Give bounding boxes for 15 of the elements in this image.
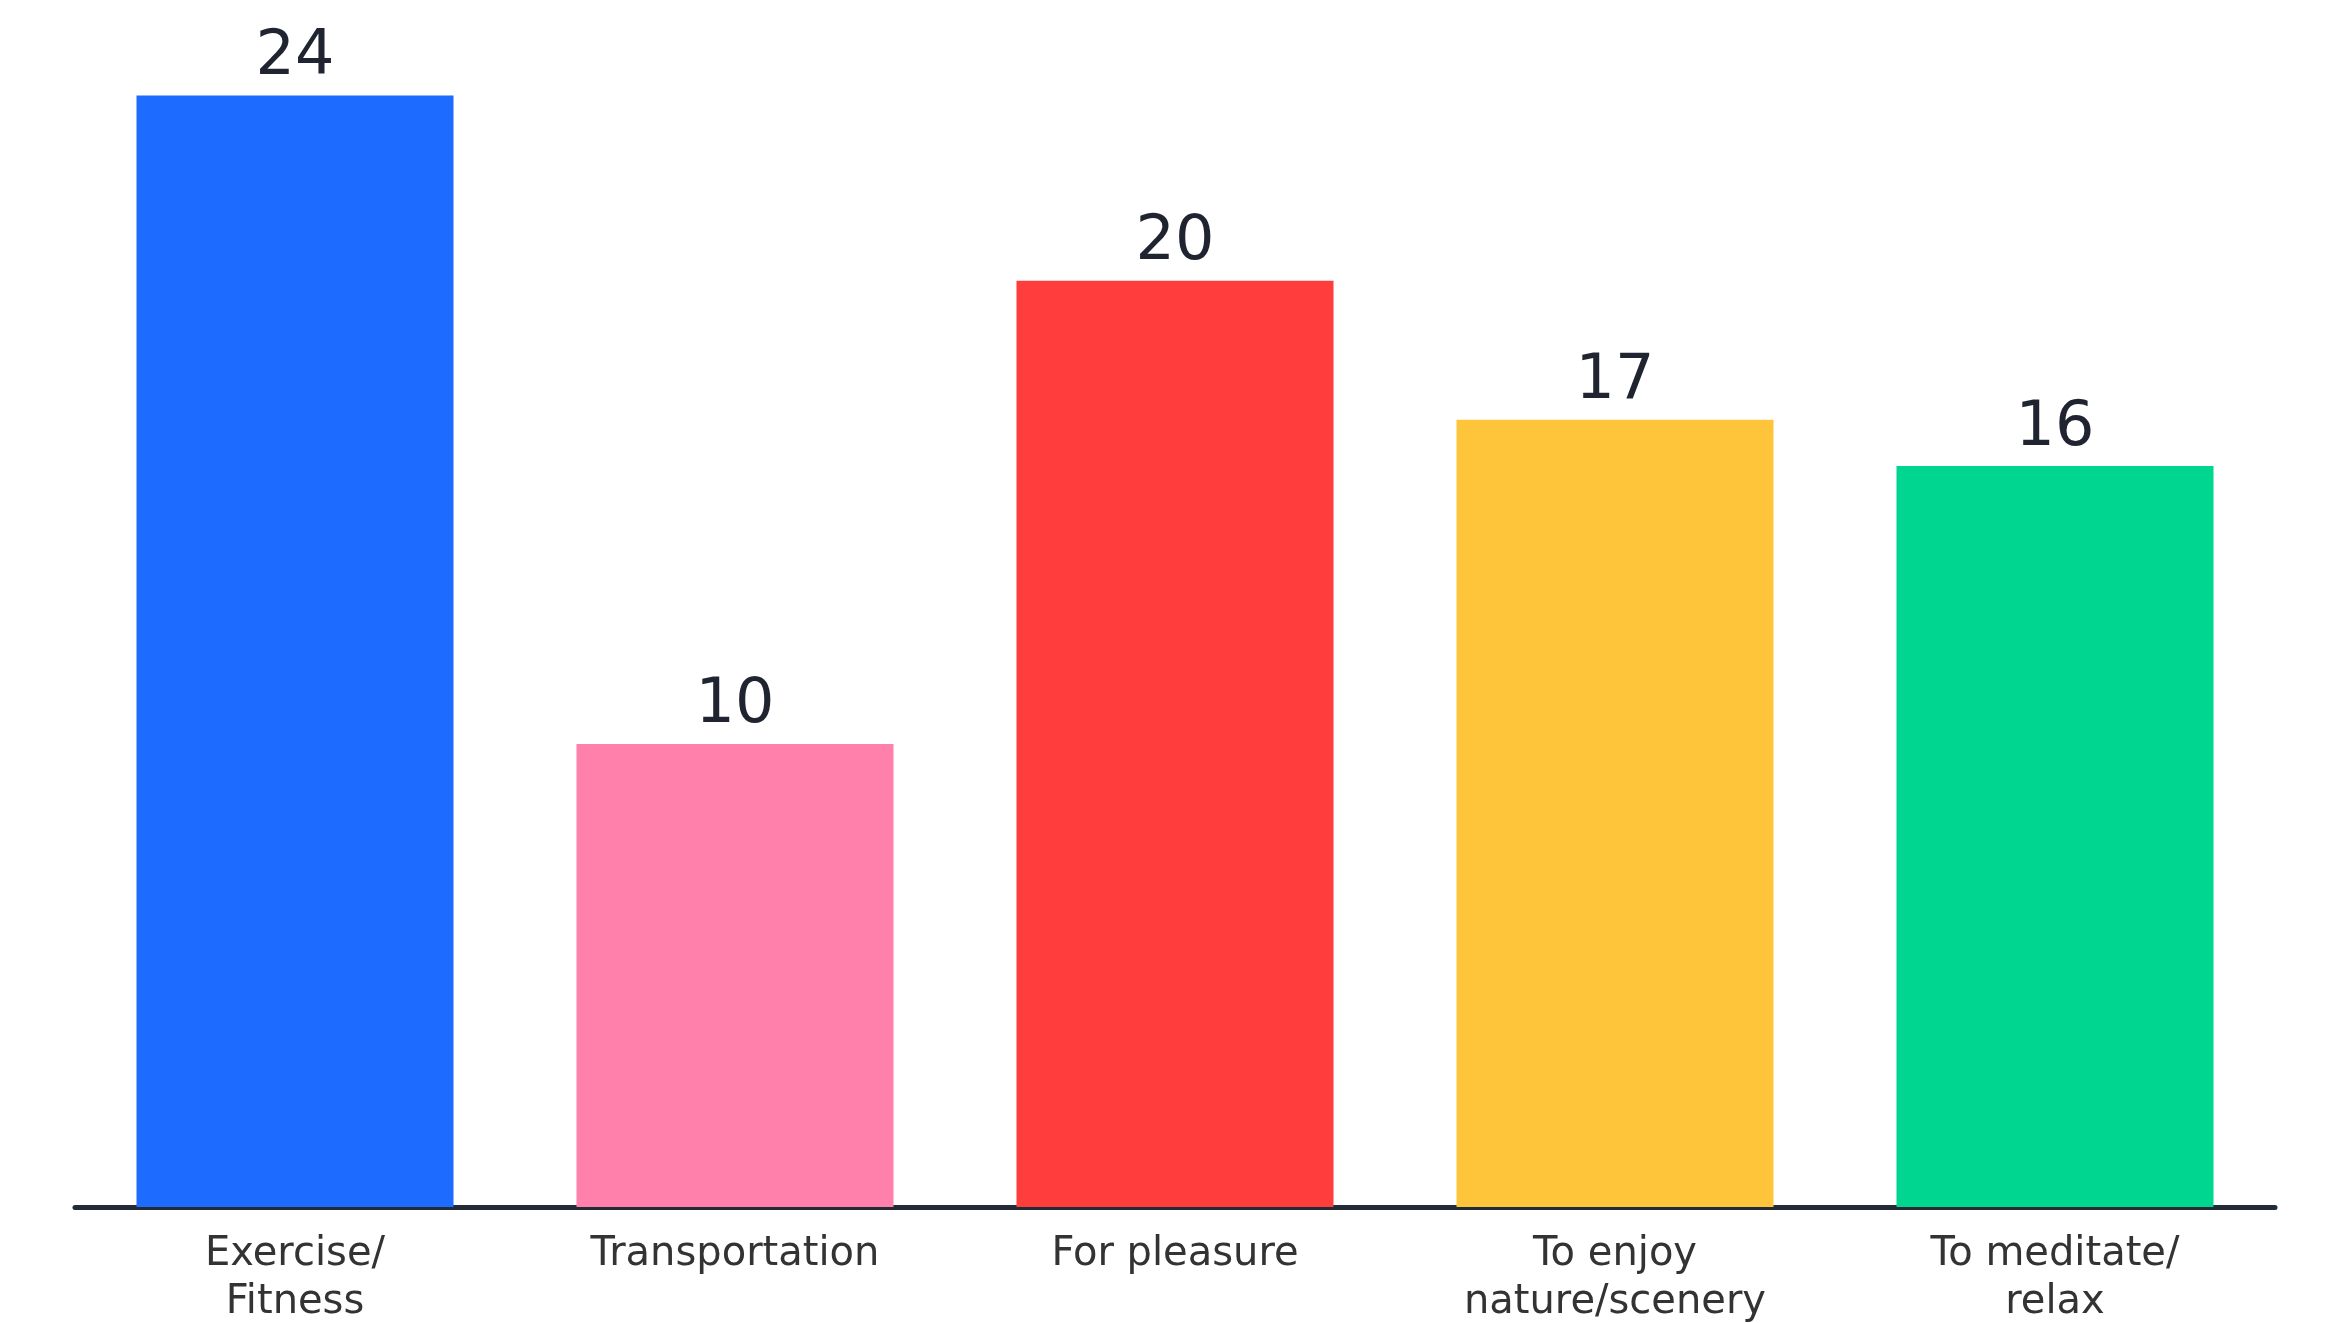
data-label: 24 [255,16,335,90]
x-tick-label: To enjoy nature/scenery [1463,1228,1767,1322]
data-label: 10 [695,664,775,738]
data-label: 20 [1135,201,1215,275]
x-tick-label: Transportation [589,1228,880,1274]
data-label: 17 [1575,340,1655,414]
bar [576,743,894,1207]
x-tick-label: For pleasure [1051,1228,1299,1274]
data-label: 16 [2015,386,2095,460]
x-tick-label: To meditate/ relax [1929,1228,2180,1322]
bar [1896,466,2214,1207]
bar [1016,280,1334,1207]
bar [136,95,454,1207]
bar [1456,419,1774,1207]
x-tick-label: Exercise/ Fitness [205,1228,386,1322]
